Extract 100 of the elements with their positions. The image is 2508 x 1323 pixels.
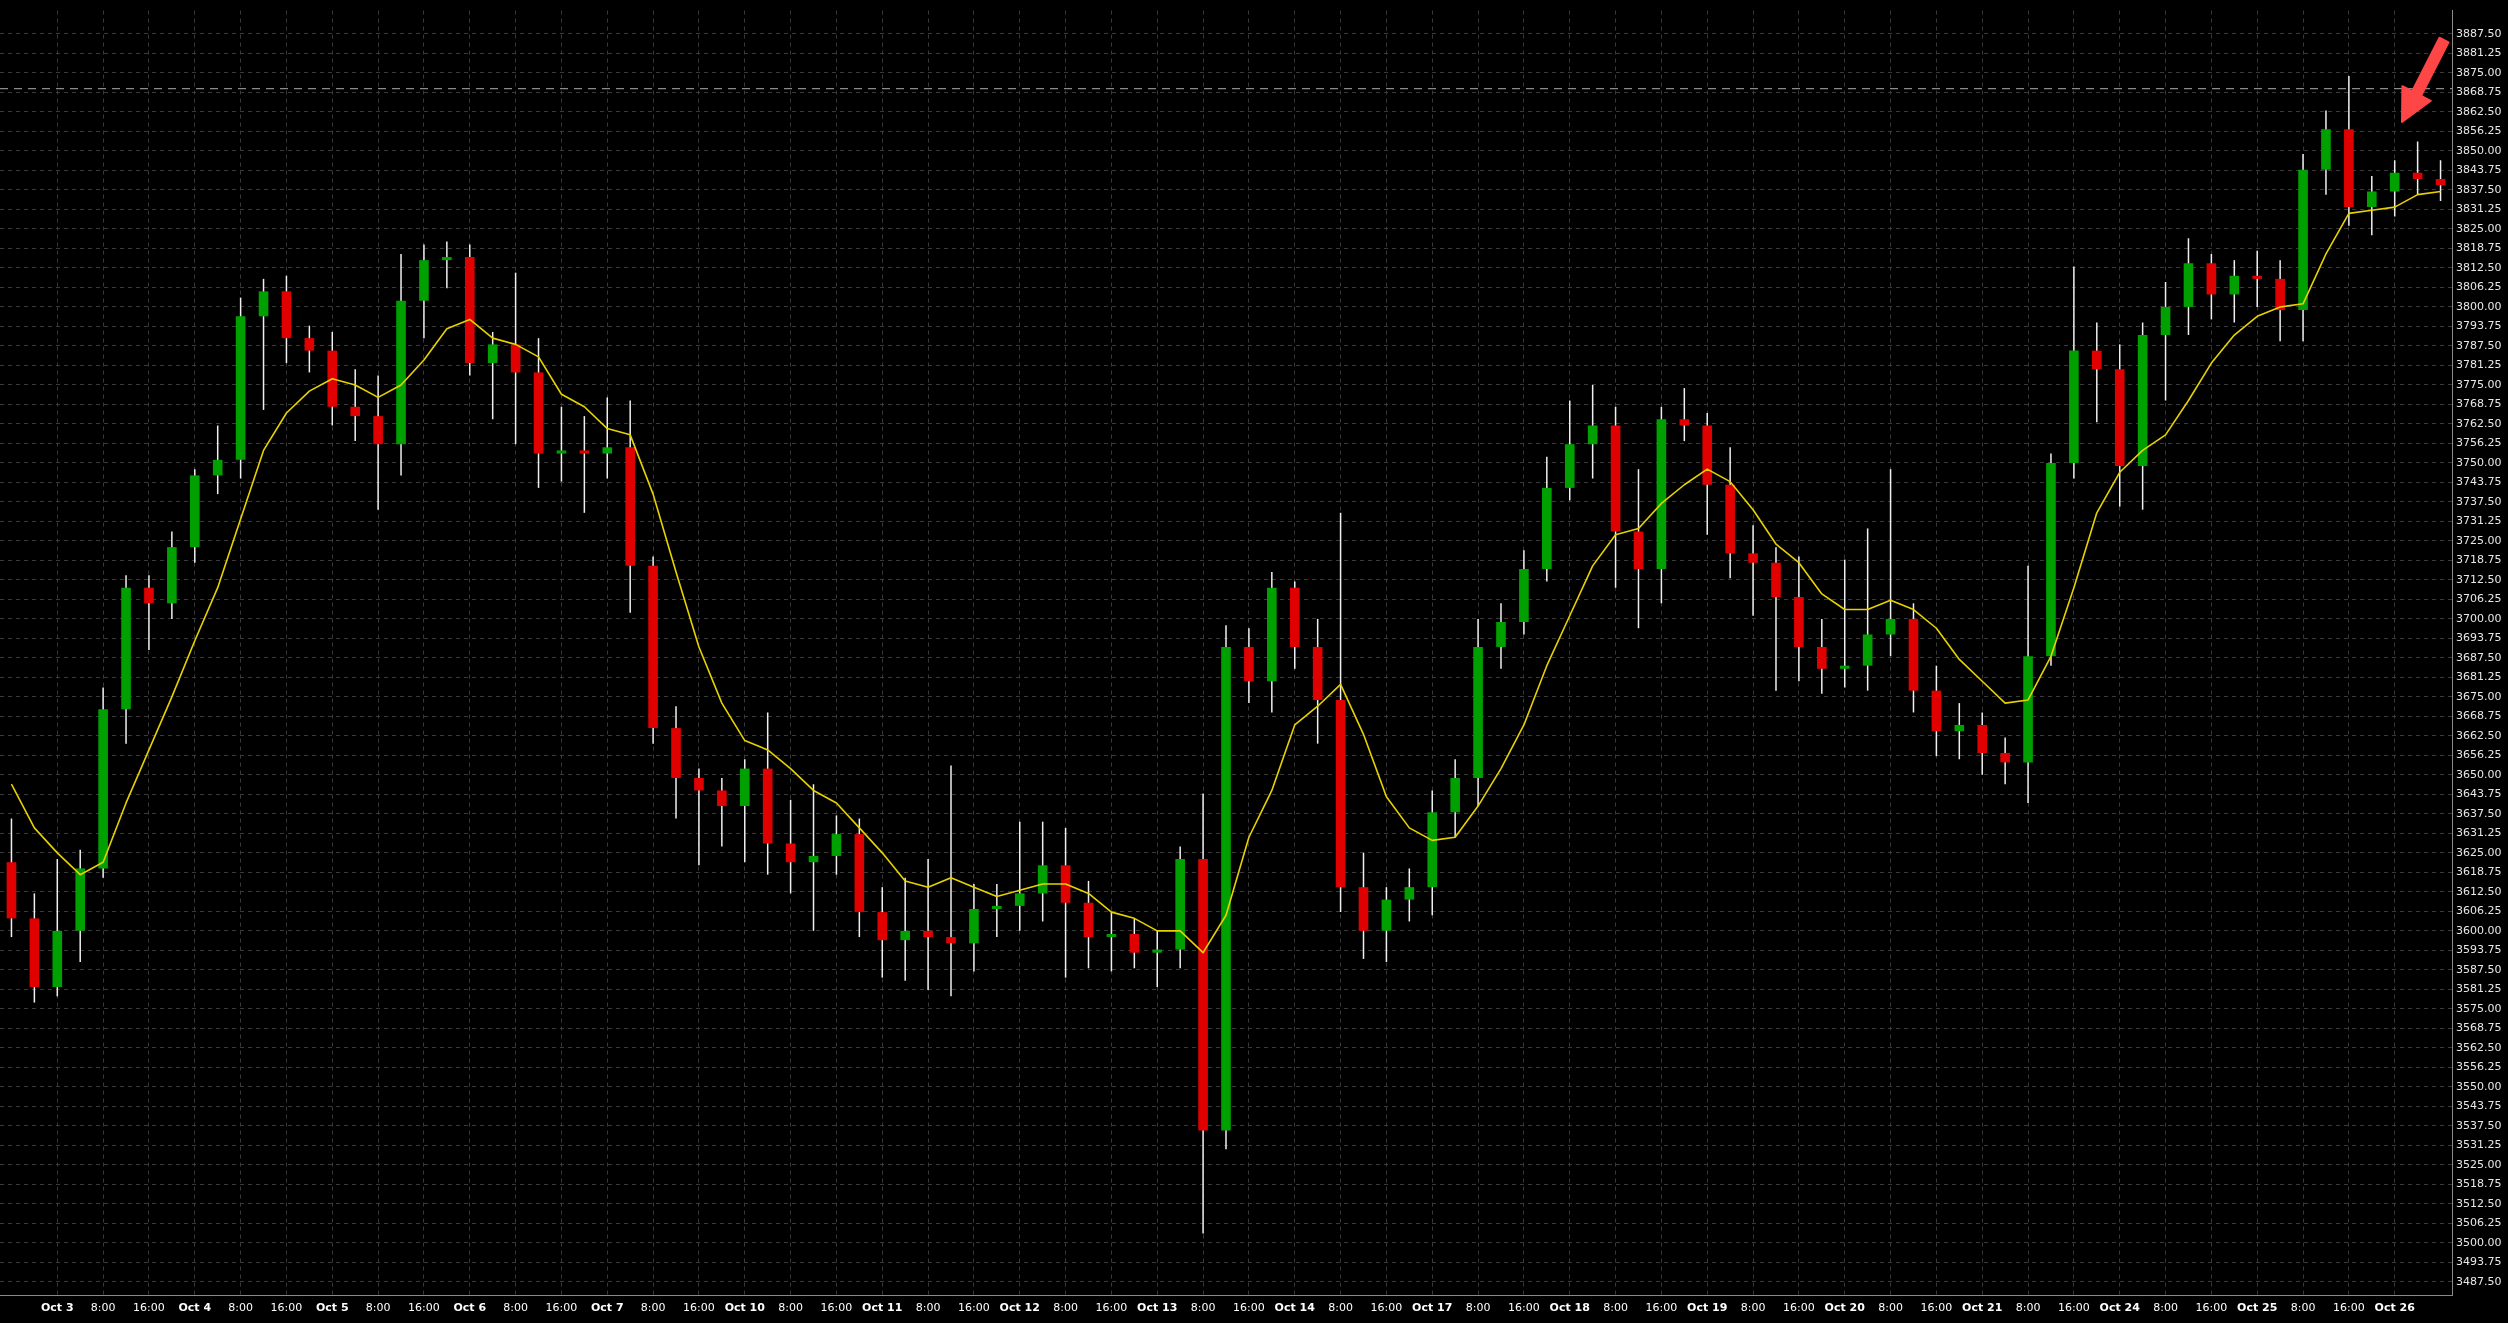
y-tick-label: 3793.75 [2456, 319, 2502, 333]
x-tick-label: 16:00 [820, 1301, 853, 1315]
y-tick-label: 3568.75 [2456, 1021, 2502, 1035]
candlestick [1106, 911, 1117, 973]
x-tick-label: 8:00 [915, 1301, 941, 1315]
x-tick-label: Oct 26 [2374, 1301, 2416, 1315]
x-tick-label: 16:00 [545, 1301, 578, 1315]
x-tick-label: 16:00 [2333, 1301, 2365, 1315]
candlestick [808, 783, 819, 932]
y-tick-label: 3606.25 [2456, 904, 2502, 918]
x-tick-label: 8:00 [228, 1301, 253, 1315]
y-tick-label: 3843.75 [2456, 163, 2502, 177]
y-tick-label: 3593.75 [2456, 943, 2502, 957]
y-tick-label: 3687.50 [2456, 650, 2502, 664]
candlestick [350, 368, 361, 442]
y-tick-label: 3575.00 [2456, 1001, 2502, 1015]
y-tick-label: 3868.75 [2456, 85, 2502, 99]
y-tick-label: 3856.25 [2456, 124, 2502, 138]
x-tick-label: Oct 25 [2237, 1301, 2278, 1315]
x-tick-label: 16:00 [1233, 1301, 1265, 1315]
y-tick-label: 3600.00 [2456, 923, 2502, 937]
x-tick-label: Oct 17 [1412, 1301, 1453, 1315]
candlestick [1817, 618, 1827, 695]
x-tick-label: 16:00 [270, 1301, 303, 1315]
x-tick-label: 8:00 [90, 1301, 116, 1315]
candlestick [579, 415, 590, 514]
y-tick-label: 3537.50 [2456, 1118, 2502, 1132]
candlestick [144, 574, 154, 651]
x-tick-label: 16:00 [1920, 1301, 1953, 1315]
y-tick-label: 3693.75 [2456, 631, 2502, 645]
y-tick-label: 3818.75 [2456, 241, 2502, 255]
y-tick-label: 3731.25 [2456, 514, 2502, 528]
x-tick-label: Oct 20 [1824, 1301, 1866, 1315]
y-tick-label: 3712.50 [2456, 572, 2502, 586]
x-tick-label: 8:00 [2153, 1301, 2178, 1315]
y-tick-label: 3631.25 [2456, 826, 2502, 840]
y-tick-label: 3543.75 [2456, 1099, 2502, 1113]
y-tick-label: 3618.75 [2456, 865, 2502, 879]
x-tick-label: 8:00 [503, 1301, 528, 1315]
y-tick-label: 3831.25 [2456, 202, 2502, 216]
x-tick-label: Oct 7 [590, 1301, 624, 1315]
candlestick [1152, 930, 1163, 988]
x-tick-label: Oct 10 [724, 1301, 766, 1315]
y-tick-label: 3662.50 [2456, 728, 2502, 742]
y-tick-label: 3531.25 [2456, 1138, 2502, 1152]
y-tick-label: 3762.50 [2456, 416, 2502, 430]
y-tick-label: 3506.25 [2456, 1216, 2502, 1230]
x-tick-label: 8:00 [1465, 1301, 1491, 1315]
x-tick-label: 8:00 [365, 1301, 391, 1315]
y-tick-label: 3512.50 [2456, 1196, 2502, 1210]
candlestick [992, 883, 1002, 938]
y-tick-label: 3887.50 [2456, 26, 2502, 40]
y-tick-label: 3668.75 [2456, 709, 2502, 723]
y-tick-label: 3718.75 [2456, 553, 2502, 567]
x-tick-label: Oct 12 [999, 1301, 1040, 1315]
candlestick [1954, 702, 1965, 761]
candlestick [602, 396, 613, 480]
x-tick-label: Oct 24 [2099, 1301, 2141, 1315]
y-tick-label: 3706.25 [2456, 592, 2502, 606]
candlestick [2389, 159, 2400, 218]
candlestick [717, 777, 727, 848]
x-tick-label: Oct 3 [40, 1301, 74, 1315]
candlestick [2435, 159, 2446, 202]
x-tick-label: 8:00 [1740, 1301, 1766, 1315]
x-tick-label: Oct 5 [315, 1301, 349, 1315]
x-tick-label: 16:00 [2195, 1301, 2228, 1315]
y-tick-label: 3768.75 [2456, 397, 2502, 411]
y-tick-label: 3625.00 [2456, 845, 2502, 859]
candlestick [1748, 524, 1758, 617]
y-tick-label: 3587.50 [2456, 962, 2502, 976]
candlestick [694, 767, 704, 867]
x-tick-label: Oct 21 [1962, 1301, 2003, 1315]
y-tick-label: 3493.75 [2456, 1255, 2502, 1269]
candlestick [923, 858, 933, 991]
candlestick [304, 324, 315, 374]
y-tick-label: 3612.50 [2456, 884, 2502, 898]
y-tick-label: 3737.50 [2456, 494, 2502, 508]
x-tick-label: 16:00 [1095, 1301, 1128, 1315]
y-tick-label: 3800.00 [2456, 299, 2502, 313]
candlestick [946, 764, 956, 998]
x-tick-label: Oct 14 [1274, 1301, 1316, 1315]
y-tick-label: 3681.25 [2456, 670, 2502, 684]
y-tick-label: 3700.00 [2456, 611, 2502, 625]
x-tick-label: 16:00 [408, 1301, 440, 1315]
y-tick-label: 3581.25 [2456, 982, 2502, 996]
y-tick-label: 3775.00 [2456, 377, 2502, 391]
x-tick-label: 16:00 [1645, 1301, 1678, 1315]
y-tick-label: 3781.25 [2456, 358, 2502, 372]
candlestick [2229, 259, 2240, 324]
y-tick-label: 3675.00 [2456, 689, 2502, 703]
y-tick-label: 3562.50 [2456, 1040, 2502, 1054]
x-tick-label: Oct 18 [1549, 1301, 1590, 1315]
x-tick-label: 8:00 [778, 1301, 803, 1315]
candlestick [1885, 468, 1896, 658]
candlestick [442, 240, 452, 289]
x-tick-label: 8:00 [1878, 1301, 1903, 1315]
candlestick [1839, 558, 1850, 689]
x-tick-label: 8:00 [1190, 1301, 1216, 1315]
candlestick [1014, 820, 1025, 932]
y-tick-label: 3487.50 [2456, 1274, 2502, 1288]
